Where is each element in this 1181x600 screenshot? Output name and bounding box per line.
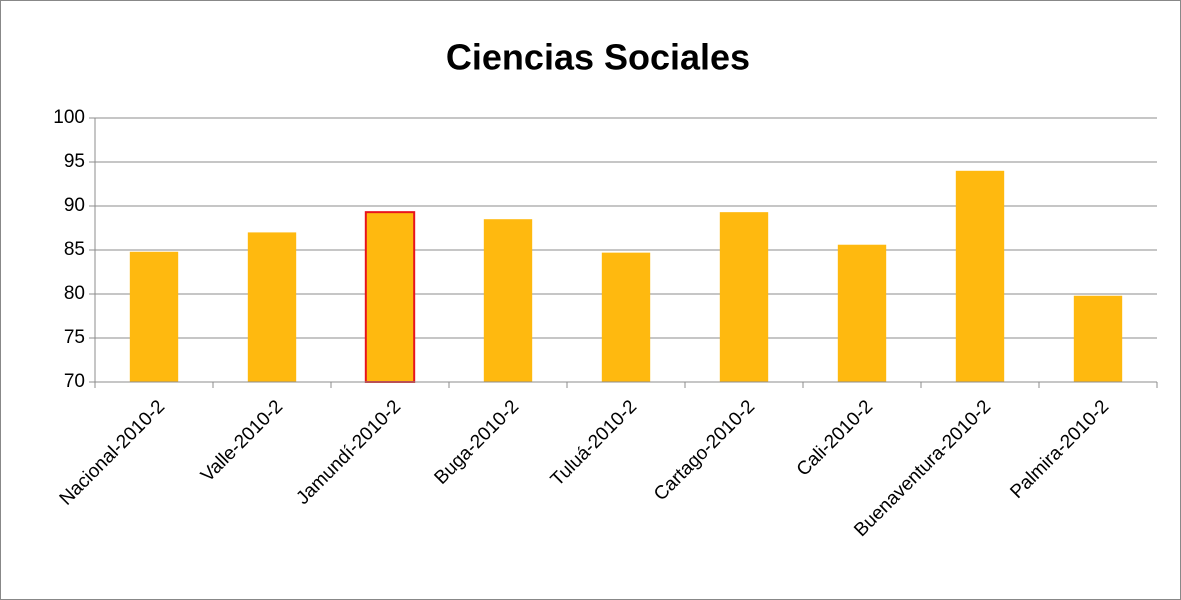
bar (364, 211, 416, 383)
y-tick-label: 90 (64, 195, 85, 216)
y-tick-label: 100 (53, 107, 85, 128)
y-tick-label: 80 (64, 283, 85, 304)
bar (601, 252, 651, 382)
bar (955, 170, 1005, 382)
chart-title: Ciencias Sociales (446, 37, 750, 78)
bar (719, 212, 769, 382)
y-tick-label: 75 (64, 327, 85, 348)
bar (837, 244, 887, 382)
bar (1073, 295, 1123, 382)
y-tick-label: 70 (64, 371, 85, 392)
y-tick-label: 95 (64, 151, 85, 172)
bar (129, 251, 179, 382)
y-tick-label: 85 (64, 239, 85, 260)
bar (247, 232, 297, 382)
bar (483, 219, 533, 382)
